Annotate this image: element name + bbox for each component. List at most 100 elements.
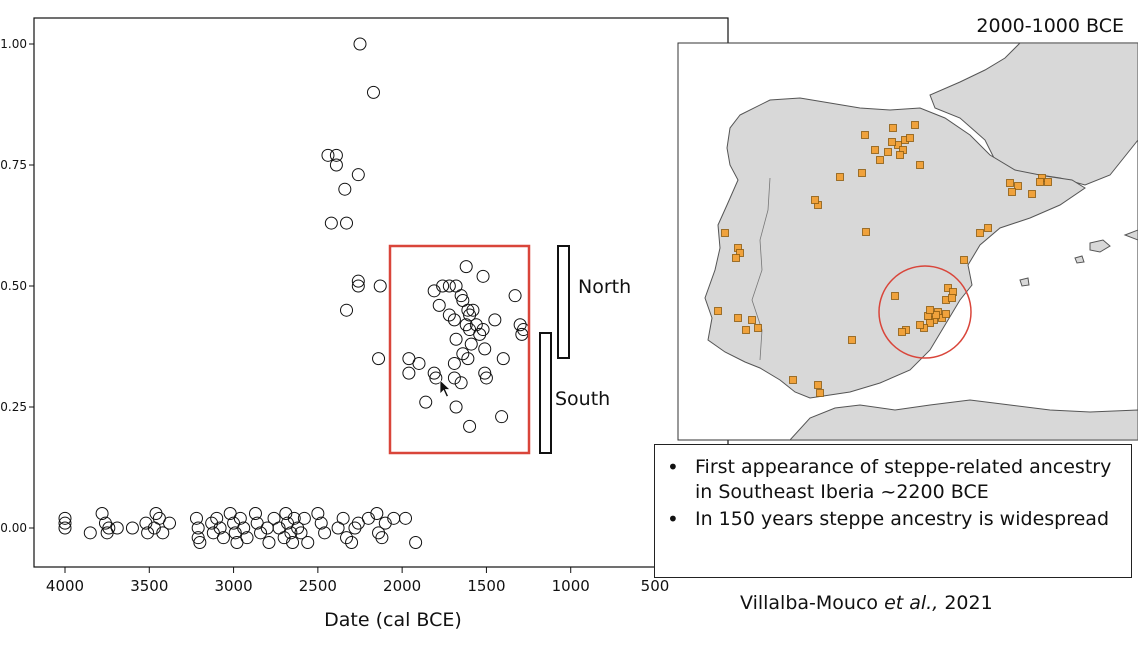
scatter-point xyxy=(233,511,247,525)
scatter-point xyxy=(429,371,443,385)
scatter-point xyxy=(463,308,477,322)
scatter-point xyxy=(351,168,365,182)
site-marker xyxy=(862,228,870,236)
bullet-item: First appearance of steppe-related ances… xyxy=(667,455,1119,505)
scatter-point xyxy=(464,337,478,351)
scatter-point xyxy=(449,332,463,346)
mouse-cursor-icon xyxy=(439,379,452,398)
scatter-point xyxy=(442,308,456,322)
map-title: 2000-1000 BCE xyxy=(976,15,1124,37)
scatter-point xyxy=(469,318,483,332)
menorca-island xyxy=(1123,229,1138,241)
scatter-point xyxy=(495,410,509,424)
citation-authors: Villalba-Mouco xyxy=(740,592,879,614)
scatter-point xyxy=(193,536,207,550)
site-marker xyxy=(932,311,940,319)
scatter-point xyxy=(329,158,343,172)
scatter-point xyxy=(248,506,262,520)
portugal-border xyxy=(751,177,771,361)
site-marker xyxy=(1036,178,1044,186)
x-tick-label: 4000 xyxy=(46,577,84,595)
site-marker xyxy=(848,336,856,344)
x-tick-label: 2000 xyxy=(383,577,421,595)
formentera-island xyxy=(1019,277,1030,287)
scatter-point xyxy=(478,342,492,356)
site-marker xyxy=(748,316,756,324)
scatter-point xyxy=(240,531,254,545)
site-marker xyxy=(926,306,934,314)
scatter-point xyxy=(447,356,461,370)
x-tick-label: 1000 xyxy=(552,577,590,595)
south-label: South xyxy=(555,388,610,410)
scatter-point xyxy=(427,284,441,298)
scatter-point xyxy=(98,516,112,530)
scatter-point xyxy=(353,37,367,51)
x-axis: 4000 3500 3000 2500 2000 1500 1000 500 xyxy=(46,567,669,595)
scatter-point xyxy=(348,521,362,535)
iberian-peninsula xyxy=(704,97,1086,399)
scatter-point xyxy=(301,536,315,550)
scatter-point xyxy=(262,536,276,550)
scatter-point xyxy=(95,506,109,520)
site-marker xyxy=(944,284,952,292)
scatter-point xyxy=(513,318,527,332)
x-axis-title: Date (cal BCE) xyxy=(324,609,462,631)
site-marker xyxy=(714,307,722,315)
scatter-point xyxy=(338,182,352,196)
scatter-point xyxy=(294,526,308,540)
mallorca-island xyxy=(1089,239,1111,253)
scatter-point xyxy=(189,511,203,525)
scatter-point xyxy=(210,511,224,525)
y-tick-label: 0.75 xyxy=(0,158,27,172)
scatter-point xyxy=(102,521,116,535)
scatter-point xyxy=(163,516,177,530)
site-marker xyxy=(960,256,968,264)
scatter-point xyxy=(205,516,219,530)
site-marker xyxy=(888,138,896,146)
scatter-point xyxy=(213,521,227,535)
site-marker xyxy=(789,376,797,384)
scatter-point xyxy=(366,85,380,99)
scatter-point xyxy=(141,526,155,540)
scatter-point xyxy=(447,371,461,385)
scatter-point xyxy=(466,303,480,317)
scatter-point xyxy=(454,376,468,390)
site-marker xyxy=(814,381,822,389)
highlight-box xyxy=(388,244,531,455)
scatter-point xyxy=(399,511,413,525)
scatter-point xyxy=(237,521,251,535)
scatter-point xyxy=(147,521,161,535)
scatter-point xyxy=(110,521,124,535)
y-axis: 0.00 0.25 0.50 0.75 1.00 xyxy=(0,37,34,535)
scatter-point xyxy=(318,526,332,540)
site-marker xyxy=(754,324,762,332)
scatter-point xyxy=(463,419,477,433)
citation-year: 2021 xyxy=(944,592,993,614)
scatter-point xyxy=(361,511,375,525)
site-marker xyxy=(742,326,750,334)
scatter-point xyxy=(191,521,205,535)
x-tick-label: 3000 xyxy=(214,577,252,595)
scatter-point xyxy=(284,526,298,540)
scatter-point xyxy=(279,506,293,520)
y-tick-label: 0.25 xyxy=(0,400,27,414)
scatter-point xyxy=(286,536,300,550)
x-tick-label: 1500 xyxy=(467,577,505,595)
scatter-point xyxy=(372,526,386,540)
site-marker xyxy=(984,224,992,232)
scatter-point xyxy=(254,526,268,540)
site-marker xyxy=(898,328,906,336)
site-marker xyxy=(1006,179,1014,187)
scatter-point xyxy=(442,279,456,293)
site-marker xyxy=(811,196,819,204)
site-marker xyxy=(942,310,950,318)
summary-box: First appearance of steppe-related ances… xyxy=(654,444,1132,578)
scatter-point xyxy=(459,260,473,274)
iberia-map xyxy=(677,42,1138,441)
site-marker xyxy=(1028,190,1036,198)
scatter-point xyxy=(291,521,305,535)
x-tick-label: 500 xyxy=(641,577,670,595)
scatter-point xyxy=(216,531,230,545)
scatter-point xyxy=(58,516,72,530)
x-tick-label: 2500 xyxy=(299,577,337,595)
